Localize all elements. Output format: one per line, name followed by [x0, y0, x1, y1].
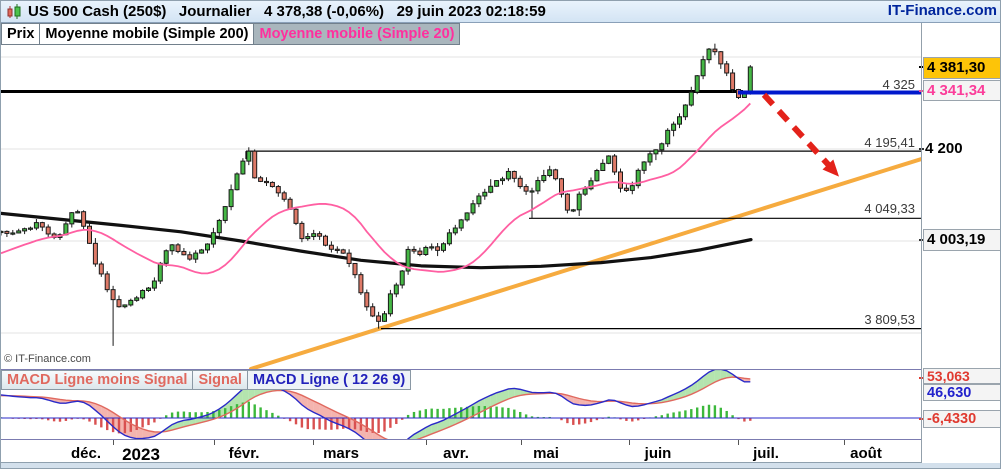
level-label-3809: 3 809,53 — [864, 312, 915, 327]
time-tick — [521, 440, 522, 445]
title-gap2 — [251, 3, 264, 20]
month-label-juin: juin — [644, 445, 672, 462]
price-axis[interactable]: 4 381,30 4 341,34 4 200 4 003,19 53,063 … — [919, 23, 1000, 463]
month-label-juil: juil. — [753, 445, 779, 462]
scale-label-4200: 4 200 — [925, 140, 963, 157]
level-label-4195: 4 195,41 — [864, 135, 915, 150]
brand-logo: IT-Finance.com — [887, 2, 997, 19]
last-price-box: 4 381,30 — [923, 57, 1000, 79]
time-tick — [629, 440, 630, 445]
time-axis[interactable]: déc. 2023 févr. mars avr. mai juin juil.… — [1, 440, 921, 464]
time-tick — [738, 440, 739, 445]
quote-label: 4 378,38 (-0,06%) — [263, 3, 385, 20]
tab-ma20[interactable]: Moyenne mobile (Simple 20) — [254, 23, 461, 45]
axis-separator — [921, 23, 922, 463]
month-label-dec: déc. — [70, 445, 102, 462]
time-tick — [313, 440, 314, 445]
macd-line-value-box: 46,630 — [923, 384, 1000, 401]
year-label-2023: 2023 — [122, 445, 160, 464]
level-label-4325: 4 325 — [882, 77, 915, 92]
tab-prix[interactable]: Prix — [1, 23, 41, 45]
month-label-avr: avr. — [443, 445, 469, 462]
macd-signal-value-box: 53,063 — [923, 368, 1000, 384]
instrument-title: US 500 Cash (250$) — [28, 3, 167, 20]
tab-ma200[interactable]: Moyenne mobile (Simple 200) — [40, 23, 255, 45]
level-label-4049: 4 049,33 — [864, 201, 915, 216]
bottom-margin — [1, 463, 1000, 468]
month-label-aout: août — [850, 445, 882, 462]
time-tick — [113, 440, 114, 445]
macd-hist-value-box: -6,4330 — [923, 410, 1000, 428]
month-label-fevr: févr. — [228, 445, 260, 462]
title-gap3 — [384, 3, 397, 20]
ma20-value-box: 4 341,34 — [923, 80, 1000, 101]
tab-macd-signal[interactable]: Signal — [193, 370, 248, 390]
ma200-value-box: 4 003,19 — [923, 229, 1000, 251]
tab-macd-histogram[interactable]: MACD Ligne moins Signal — [1, 370, 194, 390]
time-tick — [214, 440, 215, 445]
datetime-label: 29 juin 2023 02:18:59 — [396, 3, 546, 20]
title-gap1 — [166, 3, 179, 20]
candlestick-icon-svg — [7, 3, 21, 19]
time-tick — [426, 440, 427, 445]
watermark: © IT-Finance.com — [4, 353, 91, 365]
time-tick — [844, 440, 845, 445]
month-label-mai: mai — [533, 445, 559, 462]
main-price-chart[interactable] — [1, 23, 921, 369]
macd-pane-tabs: MACD Ligne moins Signal Signal MACD Lign… — [1, 370, 412, 390]
candlestick-icon — [6, 3, 24, 20]
tab-macd-line[interactable]: MACD Ligne ( 12 26 9) — [247, 370, 412, 390]
month-label-mars: mars — [323, 445, 359, 462]
price-pane-tabs: Prix Moyenne mobile (Simple 200) Moyenne… — [1, 23, 461, 45]
timeframe-label: Journalier — [178, 3, 252, 20]
title-bar: US 500 Cash (250$) Journalier 4 378,38 (… — [1, 1, 1000, 23]
